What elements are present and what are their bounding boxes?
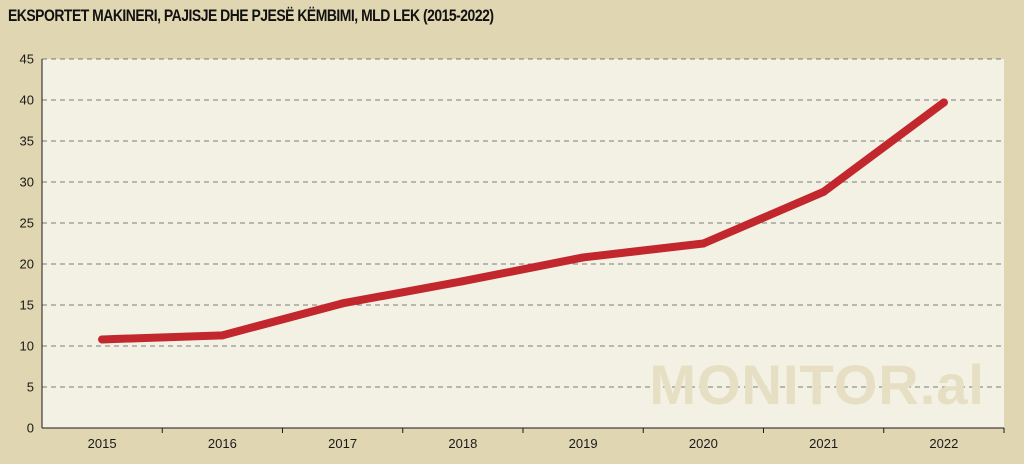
tick-labels: 0 5 10 15 20 25 30 35 40 45 2015 2016 2017 2018 2019 20… (20, 52, 1005, 451)
data-point-2015 (98, 335, 107, 344)
y-tick-label-5: 5 (27, 380, 34, 395)
data-point-2016 (218, 331, 227, 340)
data-point-2018 (458, 277, 467, 286)
x-tick-label-2021: 2021 (809, 436, 838, 451)
y-tick-label-25: 25 (20, 216, 34, 231)
data-point-2019 (579, 253, 588, 262)
x-tick-label-2022: 2022 (929, 436, 958, 451)
y-tick-label-15: 15 (20, 298, 34, 313)
x-tick-label-2019: 2019 (569, 436, 598, 451)
watermark: MONITOR.al (649, 353, 985, 416)
y-tick-label-40: 40 (20, 93, 34, 108)
data-point-2020 (699, 239, 708, 248)
y-tick-label-35: 35 (20, 134, 34, 149)
y-tick-label-0: 0 (27, 421, 34, 436)
x-tick-label-2020: 2020 (689, 436, 718, 451)
y-tick-label-30: 30 (20, 175, 34, 190)
series-line-0 (98, 98, 948, 344)
x-tick-label-2015: 2015 (88, 436, 117, 451)
y-tick-label-10: 10 (20, 339, 34, 354)
x-tick-label-2018: 2018 (448, 436, 477, 451)
x-tick-label-2016: 2016 (208, 436, 237, 451)
plot-area (42, 59, 1004, 428)
x-tick-label-2017: 2017 (328, 436, 357, 451)
y-tick-label-45: 45 (20, 52, 34, 67)
data-point-2021 (819, 187, 828, 196)
y-tick-label-20: 20 (20, 257, 34, 272)
chart-title: EKSPORTET MAKINERI, PAJISJE DHE PJESË KË… (8, 6, 494, 25)
data-point-2017 (338, 299, 347, 308)
series (98, 98, 948, 344)
grid-lines (42, 58, 1004, 388)
data-point-2022 (939, 98, 948, 107)
